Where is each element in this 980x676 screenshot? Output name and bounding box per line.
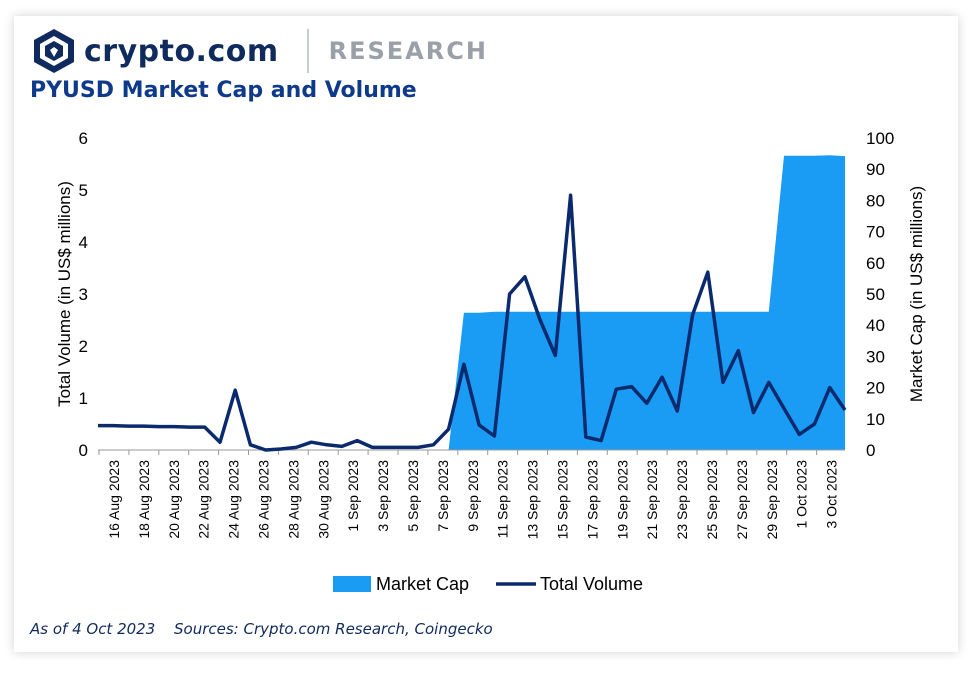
x-tick-label: 1 Oct 2023	[794, 460, 810, 529]
x-tick-label: 28 Aug 2023	[285, 460, 301, 539]
x-tick-label: 30 Aug 2023	[315, 460, 331, 539]
x-tick-label: 15 Sep 2023	[555, 460, 571, 540]
legend-label-total-volume: Total Volume	[540, 574, 643, 594]
y-left-tick-label: 4	[79, 233, 88, 252]
y-left-axis-title: Total Volume (in US$ millions)	[55, 181, 74, 407]
brand-name: crypto.com	[84, 33, 279, 69]
x-tick-label: 5 Sep 2023	[405, 460, 421, 532]
total-volume-line	[98, 193, 847, 452]
y-left-tick-label: 6	[79, 129, 88, 148]
x-tick-label: 9 Sep 2023	[465, 460, 481, 532]
y-right-tick-label: 30	[866, 347, 885, 366]
chart-title: PYUSD Market Cap and Volume	[30, 78, 417, 103]
x-tick-label: 25 Sep 2023	[704, 460, 720, 540]
y-left-tick-label: 0	[79, 441, 88, 460]
y-right-tick-label: 100	[866, 129, 894, 148]
y-right-tick-label: 80	[866, 191, 885, 210]
y-right-tick-label: 90	[866, 160, 885, 179]
section-label: RESEARCH	[328, 37, 488, 65]
x-tick-label: 26 Aug 2023	[256, 460, 272, 539]
sources-note: Sources: Crypto.com Research, Coingecko	[174, 620, 493, 638]
y-right-tick-label: 20	[866, 379, 885, 398]
x-tick-label: 17 Sep 2023	[584, 460, 600, 540]
y-right-tick-label: 50	[866, 285, 885, 304]
crypto-com-lion-icon	[34, 29, 74, 73]
x-tick-label: 29 Sep 2023	[764, 460, 780, 540]
x-tick-label: 23 Sep 2023	[674, 460, 690, 540]
y-left-tick-label: 5	[79, 181, 88, 200]
x-tick-label: 3 Oct 2023	[824, 460, 840, 529]
y-left-tick-label: 3	[79, 285, 88, 304]
x-tick-label: 22 Aug 2023	[196, 460, 212, 539]
x-tick-label: 16 Aug 2023	[106, 460, 122, 539]
y-left-tick-label: 2	[79, 337, 88, 356]
x-tick-label: 3 Sep 2023	[375, 460, 391, 532]
crypto-com-logo: crypto.com RESEARCH	[32, 26, 488, 76]
x-tick-label: 19 Sep 2023	[614, 460, 630, 540]
y-right-tick-label: 60	[866, 254, 885, 273]
x-tick-label: 18 Aug 2023	[136, 460, 152, 539]
y-right-axis-title: Market Cap (in US$ millions)	[907, 186, 926, 402]
y-right-tick-label: 40	[866, 316, 885, 335]
x-tick-label: 21 Sep 2023	[644, 460, 660, 540]
legend-swatch-market-cap	[333, 576, 371, 592]
y-left-tick-label: 1	[79, 389, 88, 408]
x-tick-label: 7 Sep 2023	[435, 460, 451, 532]
as-of-note: As of 4 Oct 2023	[30, 620, 156, 638]
x-tick-label: 20 Aug 2023	[166, 460, 182, 539]
y-right-tick-label: 70	[866, 223, 885, 242]
x-tick-label: 13 Sep 2023	[525, 460, 541, 540]
x-tick-label: 27 Sep 2023	[734, 460, 750, 540]
y-right-tick-label: 10	[866, 410, 885, 429]
legend-label-market-cap: Market Cap	[376, 574, 469, 594]
y-right-tick-label: 0	[866, 441, 875, 460]
logo-divider	[306, 29, 309, 73]
x-tick-label: 24 Aug 2023	[226, 460, 242, 539]
x-tick-label: 11 Sep 2023	[495, 460, 511, 539]
x-tick-label: 1 Sep 2023	[345, 460, 361, 532]
